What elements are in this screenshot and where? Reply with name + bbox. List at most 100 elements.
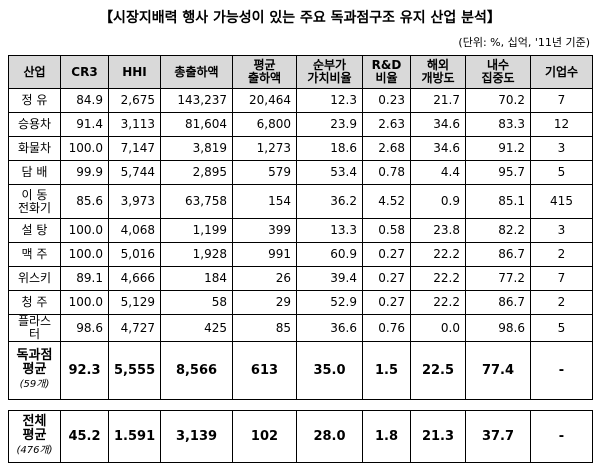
cell: 26 <box>232 266 297 291</box>
cell: 22.2 <box>410 266 466 291</box>
cell: 1,199 <box>160 218 233 243</box>
cell: 3,973 <box>108 184 161 219</box>
column-header: 순부가 가치비율 <box>296 55 363 89</box>
cell: 52.9 <box>296 290 363 315</box>
cell: 5,555 <box>108 341 161 400</box>
cell: 13.3 <box>296 218 363 243</box>
cell: 7 <box>530 266 593 291</box>
cell: 1.591 <box>108 410 161 463</box>
cell: 63,758 <box>160 184 233 219</box>
cell: 89.1 <box>60 266 109 291</box>
cell: 12 <box>530 112 593 137</box>
cell: 20,464 <box>232 88 297 113</box>
row: 승용차 91.4 3,113 81,604 6,800 23.9 2.63 34.6 83.3 1… <box>8 112 593 137</box>
cell: 0.27 <box>362 290 411 315</box>
cell: 84.9 <box>60 88 109 113</box>
cell: 39.4 <box>296 266 363 291</box>
cell: 86.7 <box>465 290 531 315</box>
cell: 184 <box>160 266 233 291</box>
cell: 60.9 <box>296 242 363 267</box>
cell: 0.27 <box>362 266 411 291</box>
cell: 8,566 <box>160 341 233 400</box>
row: 화물차 100.0 7,147 3,819 1,273 18.6 2.68 34.6 91.2 3 <box>8 136 593 161</box>
cell: 100.0 <box>60 136 109 161</box>
cell: 3 <box>530 218 593 243</box>
label-note: (59개) <box>19 379 50 390</box>
cell: 2.68 <box>362 136 411 161</box>
cell: 4,068 <box>108 218 161 243</box>
cell: 85 <box>232 314 297 342</box>
cell: 425 <box>160 314 233 342</box>
row-label: 맥 주 <box>8 242 61 267</box>
cell: 99.9 <box>60 160 109 185</box>
cell: 1,273 <box>232 136 297 161</box>
row: 설 탕 100.0 4,068 1,199 399 13.3 0.58 23.8 82.2 3 <box>8 218 593 243</box>
cell: 7,147 <box>108 136 161 161</box>
cell: 5,744 <box>108 160 161 185</box>
cell: 1,928 <box>160 242 233 267</box>
cell: 100.0 <box>60 290 109 315</box>
column-header: CR3 <box>60 55 109 89</box>
cell: 4,666 <box>108 266 161 291</box>
cell: 4,727 <box>108 314 161 342</box>
cell: - <box>530 410 593 463</box>
cell: 22.2 <box>410 290 466 315</box>
cell: 83.3 <box>465 112 531 137</box>
cell: 22.2 <box>410 242 466 267</box>
cell: 3 <box>530 136 593 161</box>
cell: 86.7 <box>465 242 531 267</box>
label-text: 독과점 평균 <box>16 348 53 377</box>
cell: 154 <box>232 184 297 219</box>
cell: 29 <box>232 290 297 315</box>
cell: 7 <box>530 88 593 113</box>
cell: 0.23 <box>362 88 411 113</box>
cell: 77.2 <box>465 266 531 291</box>
cell: 81,604 <box>160 112 233 137</box>
row: 위스키 89.1 4,666 184 26 39.4 0.27 22.2 77.2 7 <box>8 266 593 291</box>
cell: 0.0 <box>410 314 466 342</box>
cell: 5,016 <box>108 242 161 267</box>
cell: 2,675 <box>108 88 161 113</box>
cell: 36.6 <box>296 314 363 342</box>
row-label: 독과점 평균 (59개) <box>8 341 61 400</box>
table: 산업 CR3 HHI 총출하액 평균 출하액 순부가 가치비율 R&D 비율 해외 개방도 내수… <box>8 55 593 400</box>
cell: 23.9 <box>296 112 363 137</box>
cell: 34.6 <box>410 112 466 137</box>
column-header: R&D 비율 <box>362 55 411 89</box>
column-header: HHI <box>108 55 161 89</box>
row-label: 화물차 <box>8 136 61 161</box>
cell: 85.1 <box>465 184 531 219</box>
label-note: (476개) <box>16 445 53 456</box>
cell: 85.6 <box>60 184 109 219</box>
row-label: 설 탕 <box>8 218 61 243</box>
cell: 0.76 <box>362 314 411 342</box>
summary-row: 전체 평균 (476개) 45.2 1.591 3,139 102 28.0 1.8 21.3 3… <box>8 410 593 463</box>
row-label: 플라스터 <box>8 314 61 342</box>
cell: 5,129 <box>108 290 161 315</box>
cell: 100.0 <box>60 218 109 243</box>
row-label: 전체 평균 (476개) <box>8 410 61 463</box>
column-header: 총출하액 <box>160 55 233 89</box>
cell: 91.4 <box>60 112 109 137</box>
subtitle: (단위: %, 십억, '11년 기준) <box>458 36 590 49</box>
cell: 77.4 <box>465 341 531 400</box>
header-row: 산업 CR3 HHI 총출하액 평균 출하액 순부가 가치비율 R&D 비율 해외 개방도 내수… <box>8 55 593 89</box>
cell: 579 <box>232 160 297 185</box>
cell: 991 <box>232 242 297 267</box>
cell: 34.6 <box>410 136 466 161</box>
row: 청 주 100.0 5,129 58 29 52.9 0.27 22.2 86.7 2 <box>8 290 593 315</box>
cell: 0.27 <box>362 242 411 267</box>
cell: 5 <box>530 160 593 185</box>
cell: 82.2 <box>465 218 531 243</box>
table: 전체 평균 (476개) 45.2 1.591 3,139 102 28.0 1.8 21.3 3… <box>8 410 593 463</box>
cell: 1.5 <box>362 341 411 400</box>
cell: 4.4 <box>410 160 466 185</box>
summary-row: 독과점 평균 (59개) 92.3 5,555 8,566 613 35.0 1.5 22.5 7… <box>8 341 593 400</box>
cell: 1.8 <box>362 410 411 463</box>
cell: 6,800 <box>232 112 297 137</box>
cell: 37.7 <box>465 410 531 463</box>
row-label: 위스키 <box>8 266 61 291</box>
cell: 70.2 <box>465 88 531 113</box>
cell: 36.2 <box>296 184 363 219</box>
cell: 102 <box>232 410 297 463</box>
